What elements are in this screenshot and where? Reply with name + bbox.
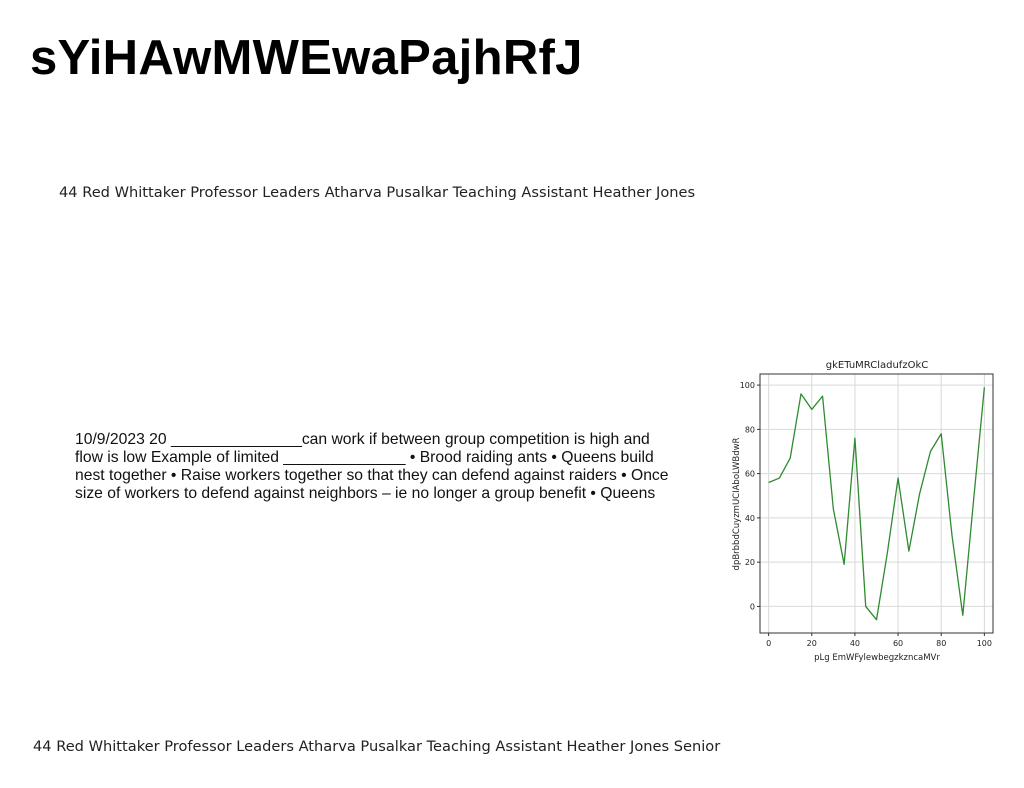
y-tick-label: 0 xyxy=(750,602,755,611)
page-title: sYiHAwMWEwaPajhRfJ xyxy=(30,31,583,85)
footer-line: 44 Red Whittaker Professor Leaders Athar… xyxy=(33,738,721,755)
x-tick-label: 80 xyxy=(936,639,946,648)
x-tick-label: 100 xyxy=(977,639,992,648)
chart-y-axis-label: dpBrbbdCuyzmUCIAboLWBdwR xyxy=(732,437,742,570)
x-tick-label: 40 xyxy=(850,639,860,648)
y-tick-label: 100 xyxy=(740,381,755,390)
chart-series xyxy=(768,387,986,621)
chart-background xyxy=(728,354,998,664)
x-tick-label: 20 xyxy=(807,639,817,648)
chart-x-axis-label: pLg EmWFylewbegzkzncaMVr xyxy=(814,653,940,663)
line-chart: 0 20 40 60 80 100 0 20 40 60 80 100 gkETuMRCladufzO… xyxy=(728,354,998,664)
y-tick-label: 80 xyxy=(745,425,755,434)
series-line xyxy=(768,387,986,621)
y-tick-label: 40 xyxy=(745,514,755,523)
chart-title: gkETuMRCladufzOkC xyxy=(826,360,928,371)
body-paragraph: 10/9/2023 20 _______________can work if … xyxy=(75,431,669,502)
x-tick-label: 0 xyxy=(766,639,771,648)
y-tick-label: 20 xyxy=(745,558,755,567)
chart-grid xyxy=(760,374,993,633)
subtitle-line: 44 Red Whittaker Professor Leaders Athar… xyxy=(59,184,696,201)
x-tick-label: 60 xyxy=(893,639,903,648)
y-tick-label: 60 xyxy=(745,470,755,479)
line-chart-svg: 0 20 40 60 80 100 0 20 40 60 80 100 gkETuMRCladufzO… xyxy=(728,354,998,664)
plot-frame xyxy=(759,373,994,634)
chart-ticks: 0 20 40 60 80 100 0 20 40 60 80 100 xyxy=(740,381,992,648)
